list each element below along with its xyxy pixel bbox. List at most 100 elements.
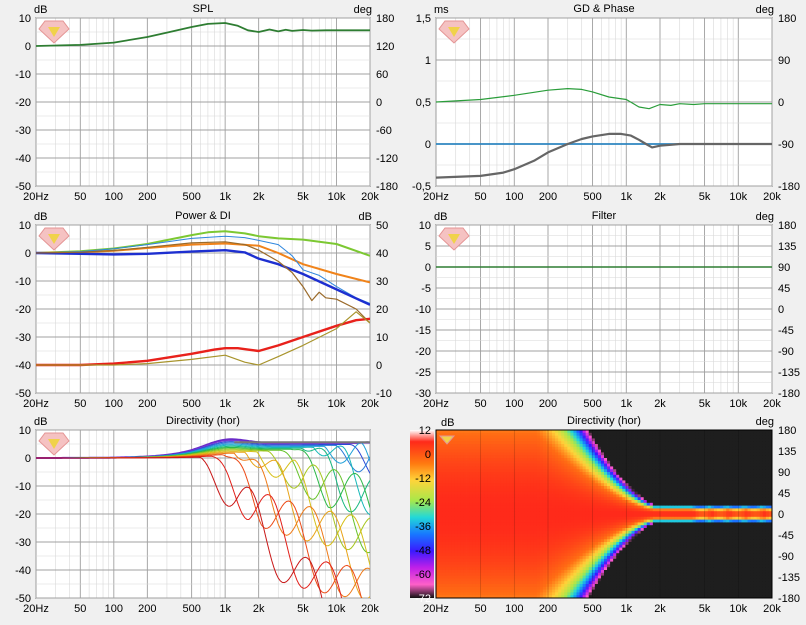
heatmap-cell (659, 433, 662, 436)
right-axis-unit: dB (359, 211, 372, 223)
heatmap-cell (482, 548, 485, 551)
heatmap-cell (485, 458, 488, 461)
heatmap-cell (448, 531, 451, 534)
heatmap-cell (656, 438, 659, 441)
heatmap-cell (662, 590, 665, 593)
x-tick-label: 5k (297, 191, 309, 203)
heatmap-cell (604, 553, 607, 556)
heatmap-cell (628, 441, 631, 444)
heatmap-cell (659, 587, 662, 590)
heatmap-cell (515, 497, 518, 500)
heatmap-cell (448, 486, 451, 489)
heatmap-cell (635, 483, 638, 486)
heatmap-cell (638, 592, 641, 595)
heatmap-cell (552, 500, 555, 503)
y-tick-label: 0 (425, 139, 431, 151)
heatmap-cell (595, 578, 598, 581)
heatmap-cell (460, 576, 463, 579)
heatmap-cell (515, 584, 518, 587)
heatmap-cell (583, 447, 586, 450)
heatmap-cell (647, 464, 650, 467)
heatmap-cell (555, 483, 558, 486)
heatmap-cell (601, 592, 604, 595)
heatmap-cell (577, 581, 580, 584)
heatmap-cell (580, 548, 583, 551)
heatmap-cell (540, 458, 543, 461)
heatmap-cell (628, 483, 631, 486)
heatmap-cell (515, 455, 518, 458)
heatmap-cell (583, 576, 586, 579)
heatmap-cell (534, 464, 537, 467)
heatmap-cell (552, 464, 555, 467)
heatmap-cell (662, 458, 665, 461)
heatmap-cell (564, 587, 567, 590)
heatmap-cell (567, 573, 570, 576)
heatmap-cell (610, 559, 613, 562)
heatmap-cell (616, 508, 619, 511)
heatmap-cell (659, 573, 662, 576)
heatmap-cell (439, 489, 442, 492)
heatmap-cell (436, 531, 439, 534)
heatmap-cell (561, 436, 564, 439)
heatmap-cell (463, 486, 466, 489)
heatmap-cell (552, 511, 555, 514)
heatmap-cell (570, 450, 573, 453)
heatmap-cell (656, 522, 659, 525)
heatmap-cell (506, 520, 509, 523)
heatmap-cell (497, 576, 500, 579)
heatmap-cell (625, 514, 628, 517)
heatmap-cell (534, 480, 537, 483)
heatmap-cell (570, 556, 573, 559)
heatmap-cell (485, 584, 488, 587)
heatmap-cell (473, 584, 476, 587)
heatmap-cell (491, 433, 494, 436)
heatmap-cell (445, 539, 448, 542)
heatmap-cell (577, 455, 580, 458)
heatmap-cell (503, 542, 506, 545)
heatmap-cell (561, 492, 564, 495)
heatmap-cell (647, 466, 650, 469)
heatmap-cell (638, 508, 641, 511)
heatmap-cell (613, 475, 616, 478)
heatmap-cell (451, 455, 454, 458)
heatmap-cell (460, 559, 463, 562)
heatmap-cell (482, 578, 485, 581)
heatmap-cell (573, 433, 576, 436)
heatmap-cell (638, 522, 641, 525)
heatmap-cell (473, 562, 476, 565)
heatmap-cell (531, 528, 534, 531)
heatmap-cell (601, 534, 604, 537)
heatmap-cell (528, 511, 531, 514)
heatmap-cell (589, 480, 592, 483)
heatmap-cell (662, 503, 665, 506)
heatmap-cell (460, 581, 463, 584)
heatmap-cell (601, 461, 604, 464)
heatmap-cell (613, 550, 616, 553)
heatmap-cell (561, 520, 564, 523)
heatmap-cell (647, 489, 650, 492)
heatmap-cell (515, 536, 518, 539)
heatmap-cell (473, 545, 476, 548)
heatmap-cell (454, 464, 457, 467)
heatmap-cell (546, 447, 549, 450)
heatmap-cell (647, 486, 650, 489)
heatmap-cell (595, 452, 598, 455)
heatmap-cell (647, 536, 650, 539)
y2-tick-label: 0 (376, 360, 382, 372)
heatmap-cell (509, 592, 512, 595)
heatmap-cell (616, 531, 619, 534)
heatmap-cell (531, 492, 534, 495)
heatmap-cell (540, 508, 543, 511)
heatmap-cell (577, 436, 580, 439)
heatmap-cell (436, 464, 439, 467)
heatmap-cell (537, 478, 540, 481)
heatmap-cell (656, 534, 659, 537)
heatmap-cell (509, 590, 512, 593)
heatmap-cell (485, 556, 488, 559)
y2-tick-label: -45 (778, 325, 794, 337)
heatmap-cell (549, 436, 552, 439)
heatmap-cell (607, 562, 610, 565)
heatmap-cell (442, 534, 445, 537)
heatmap-cell (543, 452, 546, 455)
heatmap-cell (558, 511, 561, 514)
